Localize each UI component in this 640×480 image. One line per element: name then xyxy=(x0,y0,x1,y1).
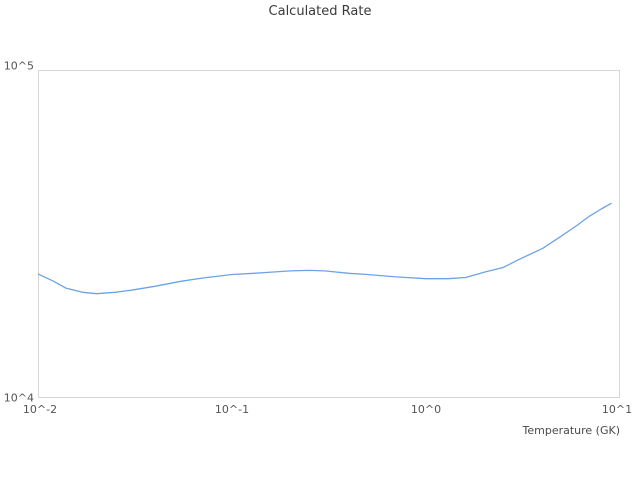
x-tick-label-1e0: 10^0 xyxy=(410,403,442,416)
rate-line xyxy=(38,202,612,295)
x-tick-label-1e-2: 10^-2 xyxy=(22,403,58,416)
chart-title: Calculated Rate xyxy=(268,4,372,19)
plot-frame xyxy=(38,70,620,398)
x-tick-label-1e-1: 10^-1 xyxy=(214,403,250,416)
x-axis-title: Temperature (GK) xyxy=(522,424,621,437)
x-tick-label-1e1: 10^1 xyxy=(601,403,633,416)
y-tick-label-1e4: 10^4 xyxy=(3,391,34,405)
plot-canvas xyxy=(38,202,612,295)
y-tick-label-1e5: 10^5 xyxy=(3,59,34,73)
